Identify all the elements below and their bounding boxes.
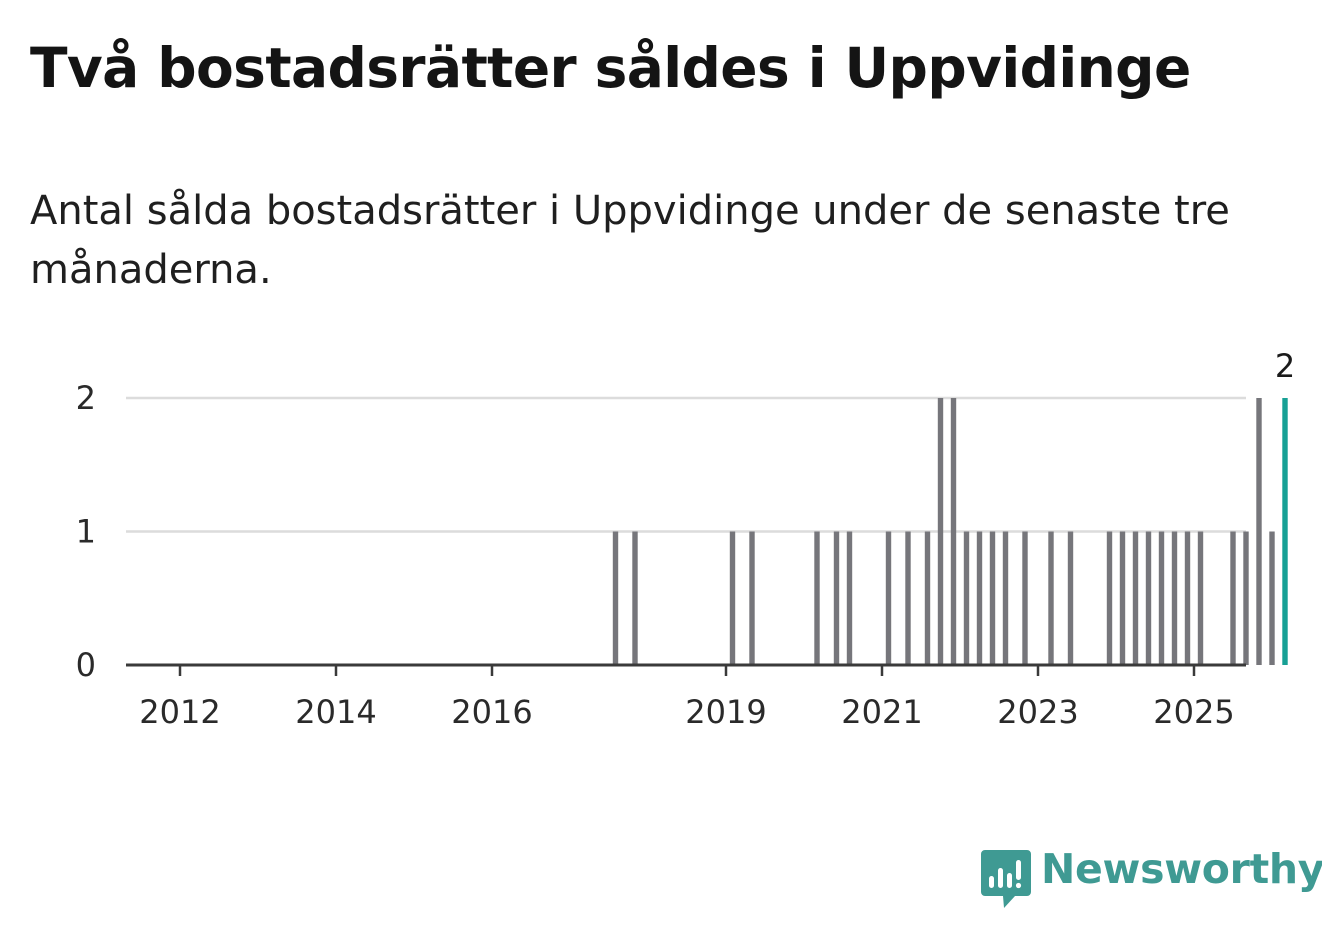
y-tick-label: 0 <box>76 646 96 684</box>
bar <box>814 531 820 665</box>
x-tick-label: 2016 <box>451 693 532 731</box>
highlight-value-label: 2 <box>1275 347 1295 385</box>
chart-title: Två bostadsrätter såldes i Uppvidinge <box>30 36 1191 100</box>
bar <box>1119 531 1126 665</box>
bar <box>937 398 944 665</box>
bar <box>885 531 892 665</box>
bars-layer <box>612 398 1288 665</box>
x-tick-label: 2019 <box>685 693 766 731</box>
bar <box>976 531 983 665</box>
x-tick-label: 2012 <box>139 693 220 731</box>
bar <box>963 531 970 665</box>
bar <box>1184 531 1191 665</box>
bar <box>1048 531 1054 665</box>
bar <box>1269 531 1275 665</box>
bar <box>1171 531 1178 665</box>
bar <box>1243 531 1249 665</box>
x-axis-labels: 2012 2014 2016 2019 2021 2023 2025 <box>139 665 1235 731</box>
bar <box>1145 531 1152 665</box>
bar <box>846 531 853 665</box>
chart-subtitle: Antal sålda bostadsrätter i Uppvidinge u… <box>30 188 1230 293</box>
bar <box>950 398 957 665</box>
bar <box>1022 531 1028 665</box>
newsworthy-logo-icon <box>981 850 1031 908</box>
x-tick-label: 2023 <box>997 693 1078 731</box>
x-tick-label: 2014 <box>295 693 376 731</box>
newsworthy-logo: Newsworthy <box>981 845 1322 910</box>
bar-chart: 0 1 2 2012 2014 2016 2019 2021 2023 2025 2 <box>76 347 1296 731</box>
bar <box>1158 531 1165 665</box>
bar <box>1067 531 1074 665</box>
bar <box>1002 531 1009 665</box>
y-axis-labels: 0 1 2 <box>76 379 96 684</box>
bar <box>1132 531 1139 665</box>
bar <box>989 531 996 665</box>
x-tick-label: 2021 <box>841 693 922 731</box>
x-tick-label: 2025 <box>1153 693 1234 731</box>
grid-layer <box>126 396 1246 533</box>
bar <box>1256 398 1262 665</box>
bar <box>632 531 638 665</box>
bar <box>833 531 840 665</box>
y-tick-label: 2 <box>76 379 96 417</box>
bar <box>1197 531 1204 665</box>
bar <box>905 531 911 665</box>
y-tick-label: 1 <box>76 513 96 551</box>
bar-highlight <box>1282 398 1288 665</box>
brand-name: Newsworthy <box>1041 845 1322 893</box>
bar <box>1106 531 1113 665</box>
bar <box>749 531 755 665</box>
bar <box>1230 531 1236 665</box>
bar <box>612 531 619 665</box>
bar <box>729 531 736 665</box>
bar <box>924 531 931 665</box>
